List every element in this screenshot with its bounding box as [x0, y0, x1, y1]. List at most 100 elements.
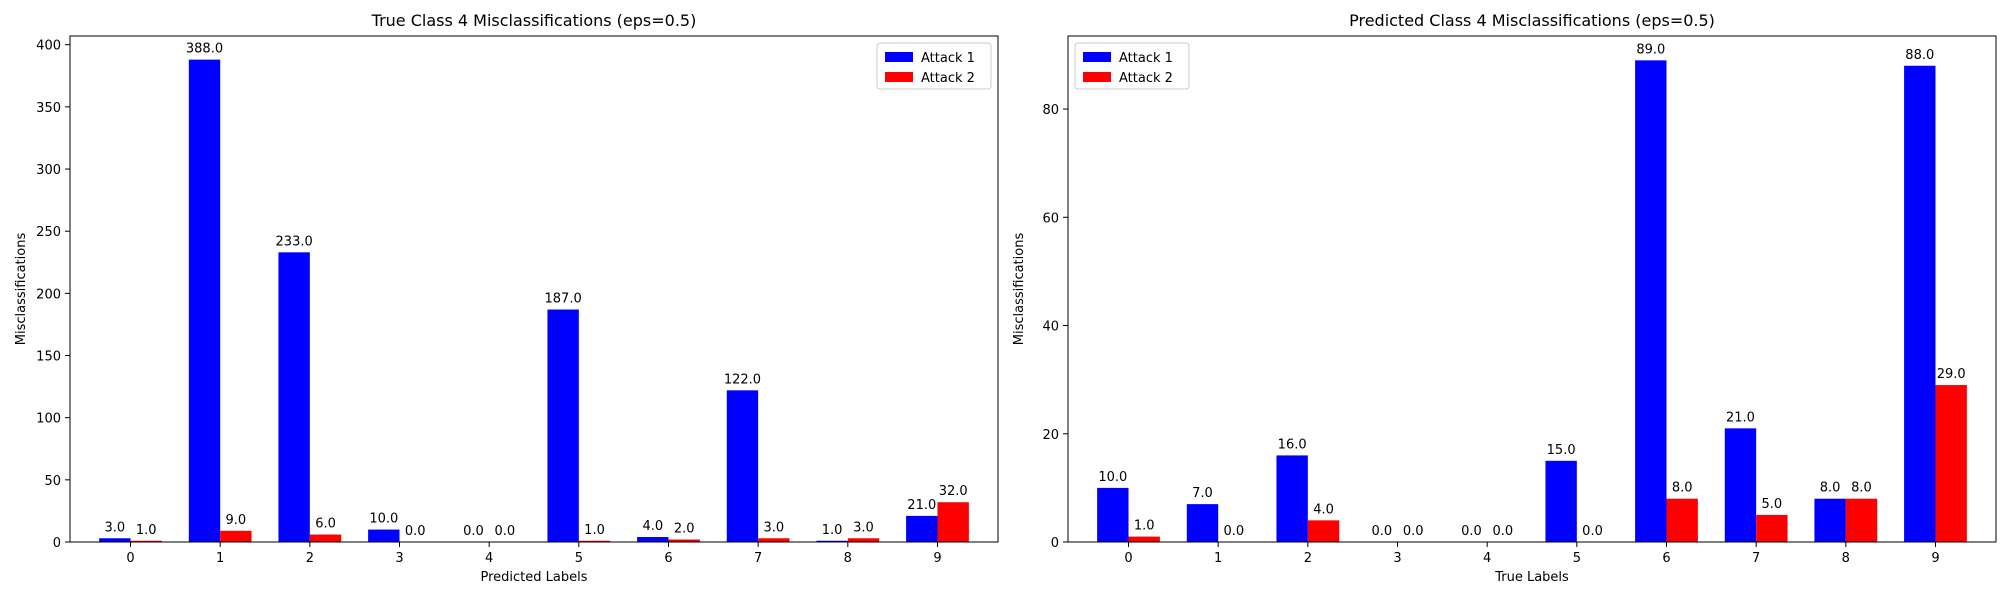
x-tick-label: 3	[395, 551, 403, 566]
bar	[937, 502, 969, 542]
data-label: 1.0	[1134, 519, 1155, 534]
data-label: 0.0	[463, 524, 484, 539]
legend-swatch	[885, 52, 913, 62]
bar	[1724, 428, 1757, 542]
bar	[220, 530, 252, 542]
bar	[130, 540, 162, 542]
x-tick-label: 2	[306, 551, 314, 566]
bar	[906, 515, 938, 542]
data-label: 8.0	[1820, 481, 1841, 496]
data-label: 21.0	[1726, 410, 1755, 425]
data-label: 0.0	[1371, 524, 1392, 539]
data-label: 10.0	[369, 512, 398, 527]
bar	[1276, 455, 1308, 542]
y-tick-label: 40	[1042, 320, 1059, 335]
x-tick-label: 8	[844, 551, 852, 566]
y-axis-label: Misclassifications	[14, 233, 29, 346]
data-label: 32.0	[939, 484, 968, 499]
data-label: 3.0	[853, 520, 874, 535]
x-tick-label: 8	[1842, 551, 1850, 566]
data-label: 15.0	[1547, 443, 1576, 458]
bar	[1935, 385, 1967, 542]
data-label: 16.0	[1278, 437, 1307, 452]
y-tick-label: 250	[36, 225, 61, 240]
legend-label: Attack 2	[1119, 71, 1173, 86]
data-label: 21.0	[907, 498, 936, 513]
bar	[816, 540, 848, 542]
bar	[637, 537, 669, 542]
x-tick-label: 6	[664, 551, 672, 566]
legend-label: Attack 1	[921, 51, 975, 66]
data-label: 0.0	[1461, 524, 1482, 539]
bar	[578, 540, 611, 542]
data-label: 10.0	[1098, 470, 1127, 485]
bar	[1186, 504, 1219, 542]
bar	[188, 59, 221, 543]
x-tick-label: 4	[1483, 551, 1491, 566]
plot-frame	[1067, 35, 1997, 543]
bar	[99, 538, 131, 542]
bar	[1814, 498, 1846, 542]
bar	[1097, 487, 1129, 542]
data-label: 0.0	[1224, 524, 1245, 539]
legend: Attack 1 Attack 2	[876, 42, 992, 90]
bar	[1545, 460, 1577, 542]
series-attack-1: 10.0 7.0 16.0 0.0 0.0 15.0 89.0 21.0 8.0 88.0	[1097, 42, 1936, 543]
data-label: 122.0	[724, 372, 761, 387]
plot-frame	[69, 35, 999, 543]
data-label: 1.0	[136, 523, 157, 538]
y-tick-label: 0	[1051, 536, 1059, 551]
y-tick-label: 0	[53, 536, 61, 551]
y-tick-label: 350	[36, 101, 61, 116]
data-label: 7.0	[1192, 486, 1213, 501]
data-label: 5.0	[1762, 497, 1783, 512]
x-tick-label: 6	[1662, 551, 1670, 566]
data-label: 29.0	[1937, 367, 1966, 382]
bar	[1128, 536, 1160, 542]
data-label: 0.0	[1582, 524, 1603, 539]
y-tick-label: 80	[1042, 103, 1059, 118]
y-tick-label: 300	[36, 163, 61, 178]
bar	[368, 529, 400, 542]
series-attack-2: 1.0 9.0 6.0 0.0 0.0 1.0 2.0 3.0 3.0 32.0	[130, 484, 969, 542]
data-label: 6.0	[315, 517, 336, 532]
data-label: 388.0	[186, 42, 223, 57]
chart-1: 3.0388.0233.010.00.0187.04.0122.01.021.0…	[14, 11, 999, 585]
bar	[278, 252, 310, 542]
legend-swatch	[1083, 52, 1111, 62]
x-tick-label: 0	[126, 551, 134, 566]
bar	[758, 538, 790, 542]
data-label: 9.0	[226, 513, 247, 528]
bar	[1904, 65, 1936, 542]
legend: Attack 1 Attack 2	[1074, 42, 1190, 90]
y-tick-label: 100	[36, 412, 61, 427]
y-tick-label: 200	[36, 287, 61, 302]
x-tick-label: 9	[933, 551, 941, 566]
series-attack-1: 3.0 388.0 233.0 10.0 0.0 187.0 4.0 122.0 1.0 21.0	[99, 42, 938, 543]
bar	[1307, 520, 1340, 542]
chart-title: True Class 4 Misclassifications (eps=0.5…	[371, 11, 697, 30]
bar	[668, 539, 700, 542]
series-attack-2: 1.0 0.0 4.0 0.0 0.0 0.0 8.0 5.0 8.0 29.0	[1128, 367, 1967, 542]
legend-swatch	[1083, 72, 1111, 82]
data-label: 187.0	[545, 292, 582, 307]
y-tick-label: 60	[1042, 211, 1059, 226]
x-tick-label: 1	[216, 551, 224, 566]
data-label: 88.0	[1905, 48, 1934, 63]
data-label: 2.0	[674, 522, 695, 537]
x-tick-label: 5	[1573, 551, 1581, 566]
x-tick-label: 5	[575, 551, 583, 566]
data-label: 0.0	[495, 524, 516, 539]
y-tick-label: 150	[36, 350, 61, 365]
x-axis-label: Predicted Labels	[480, 570, 587, 585]
data-label: 1.0	[822, 523, 843, 538]
data-label: 3.0	[764, 520, 785, 535]
x-tick-label: 7	[754, 551, 762, 566]
x-tick-label: 4	[485, 551, 493, 566]
data-label: 89.0	[1636, 42, 1665, 57]
bar	[309, 534, 342, 542]
data-label: 233.0	[276, 234, 313, 249]
chart-title: Predicted Class 4 Misclassifications (ep…	[1349, 11, 1715, 30]
data-label: 8.0	[1672, 481, 1693, 496]
